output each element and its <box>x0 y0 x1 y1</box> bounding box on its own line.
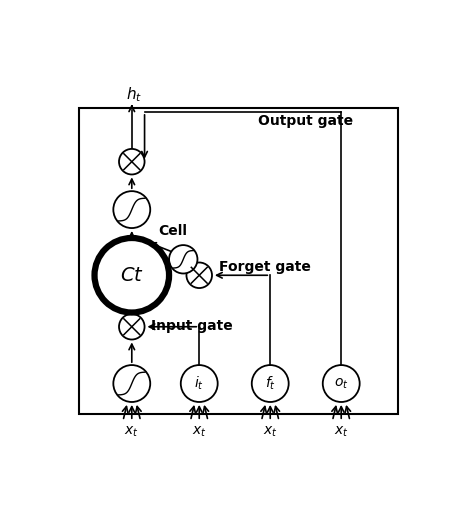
Text: $x_t$: $x_t$ <box>192 424 207 439</box>
Text: Output gate: Output gate <box>258 114 353 128</box>
Text: $f_t$: $f_t$ <box>265 375 276 392</box>
Circle shape <box>252 365 289 402</box>
Text: Cell: Cell <box>158 224 187 238</box>
Text: $x_t$: $x_t$ <box>125 424 139 439</box>
Circle shape <box>169 245 197 274</box>
Text: $o_t$: $o_t$ <box>334 376 349 391</box>
Bar <box>79 108 398 414</box>
Text: $x_t$: $x_t$ <box>334 424 349 439</box>
Circle shape <box>119 149 145 174</box>
Circle shape <box>181 365 218 402</box>
Circle shape <box>119 314 145 340</box>
Text: $i_t$: $i_t$ <box>194 375 204 392</box>
Text: Input gate: Input gate <box>151 319 233 333</box>
Text: $x_t$: $x_t$ <box>263 424 278 439</box>
Text: $\mathbf{\mathit{Ct}}$: $\mathbf{\mathit{Ct}}$ <box>120 266 144 285</box>
Circle shape <box>113 191 150 228</box>
Text: Forget gate: Forget gate <box>219 260 311 275</box>
Circle shape <box>323 365 360 402</box>
Text: $h_t$: $h_t$ <box>126 85 142 104</box>
Circle shape <box>186 263 212 288</box>
Circle shape <box>113 365 150 402</box>
Circle shape <box>94 238 169 312</box>
